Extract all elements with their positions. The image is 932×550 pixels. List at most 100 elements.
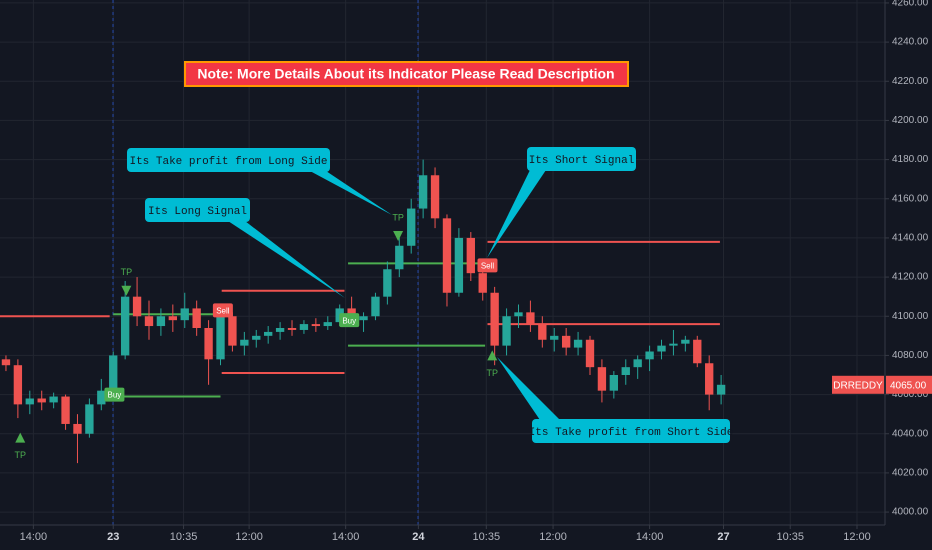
tp-label: TP [487,368,499,378]
y-tick-label: 4200.00 [892,115,929,126]
candle-body [156,316,166,327]
callout-text: Its Take profit from Short Side [529,427,734,439]
candle-body [97,390,106,405]
y-tick-label: 4100.00 [892,311,929,322]
x-tick-label: 14:00 [20,531,48,543]
candle-body [299,324,309,330]
y-tick-label: 4240.00 [892,37,929,48]
candle-body [275,328,285,332]
candle-body [657,345,666,352]
callout-pointer [228,221,345,298]
candle-body [61,396,70,424]
callout-text: Its Take profit from Long Side [129,156,327,168]
y-tick-label: 4060.00 [892,389,929,400]
signal-label: Buy [342,316,356,325]
candle-body [85,404,94,434]
tp-label: TP [121,267,133,277]
y-tick-label: 4000.00 [892,507,929,518]
candle-body [144,316,154,327]
x-tick-label: 10:35 [473,531,501,543]
candle-body [526,312,535,325]
y-tick-label: 4260.00 [892,0,929,9]
candle-body [132,296,142,317]
symbol-label: DRREDDY [833,380,883,391]
y-tick-label: 4040.00 [892,428,929,439]
callout-text: Its Short Signal [529,155,635,167]
candle-body [240,339,249,346]
x-tick-label: 10:35 [170,531,198,543]
note-box [184,61,629,87]
candle-body [609,375,619,391]
candle-body [359,316,368,321]
y-tick-label: 4140.00 [892,233,929,244]
tp-label: TP [392,212,404,222]
signal-tag [477,258,498,273]
candle-body [1,359,11,366]
callout-pointer [487,170,546,258]
candle-body [264,331,273,336]
signal-label: Sell [481,261,495,270]
tp-marker [121,285,132,296]
candle-body [252,335,261,340]
callout-pointer [497,357,560,420]
callout-box [145,198,250,222]
candle-body [192,308,201,329]
candle-body [597,367,607,391]
signal-tag [104,387,125,402]
tp-marker [393,230,404,241]
candle-body [323,322,332,327]
candle-body [490,292,499,346]
candle-body [716,384,726,395]
candle-body [538,324,547,340]
x-tick-label: 27 [717,531,729,543]
candle-body [180,308,189,321]
tp-marker [15,432,26,443]
candle-body [621,367,630,375]
candle-body [550,335,559,340]
x-tick-label: 14:00 [332,531,360,543]
candle-body [216,316,225,360]
y-tick-label: 4020.00 [892,468,929,479]
candle-body [454,237,464,293]
signal-label: Buy [108,391,122,400]
candle-body [395,245,404,270]
candle-body [407,208,416,246]
candle-body [502,316,511,346]
candle-body [430,175,440,219]
x-tick-label: 23 [107,531,119,543]
candle-body [371,296,380,317]
candle-body [693,339,702,364]
tp-marker [487,350,498,361]
y-tick-label: 4120.00 [892,272,929,283]
candle-body [383,269,392,297]
y-tick-label: 4160.00 [892,193,929,204]
candle-body [669,343,678,346]
y-tick-label: 4220.00 [892,76,929,87]
signal-label: Sell [216,306,230,315]
candle-body [705,363,714,395]
x-tick-label: 24 [412,531,425,543]
candle-body [204,328,213,360]
candle-body [681,339,690,344]
candle-body [311,324,321,327]
candle-body [561,335,571,348]
candle-body [418,175,428,209]
candle-body [49,396,58,403]
callout-box [127,148,330,172]
candle-body [633,359,642,368]
candle-body [442,218,452,293]
candle-body [573,339,583,348]
callout-box [532,419,730,443]
candle-body [37,398,46,403]
x-tick-label: 14:00 [636,531,664,543]
x-tick-label: 12:00 [539,531,567,543]
tp-label: TP [15,450,27,460]
y-tick-label: 4080.00 [892,350,929,361]
price-axis [885,0,932,550]
candle-body [168,316,177,321]
price-label: 4065.00 [890,380,927,391]
callout-pointer [310,171,392,215]
signal-tag [212,303,233,318]
y-tick-label: 4180.00 [892,154,929,165]
